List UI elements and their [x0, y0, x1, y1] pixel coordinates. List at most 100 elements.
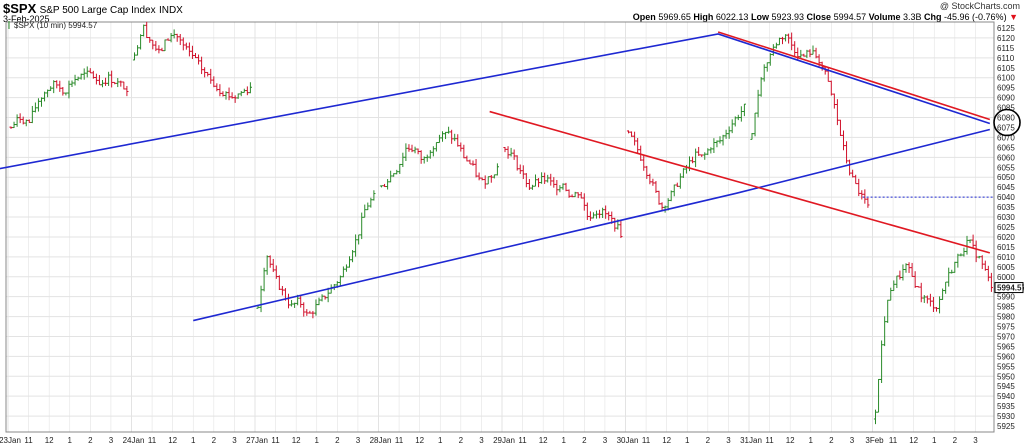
- ohlc-bar: [904, 263, 908, 273]
- ohlc-bar: [642, 155, 646, 171]
- y-axis: 5925593059355940594559505955596059655970…: [997, 24, 1015, 431]
- ohlc-bar: [910, 262, 914, 277]
- ohlc-bar: [172, 29, 176, 39]
- ohlc-bar: [573, 191, 577, 198]
- x-tick-label: 2: [706, 436, 711, 445]
- ohlc-bar: [709, 147, 713, 154]
- ohlc-bar: [142, 24, 146, 37]
- x-tick-label: 3: [850, 436, 855, 445]
- y-tick-label: 6120: [997, 34, 1015, 43]
- y-tick-label: 6055: [997, 163, 1015, 172]
- ohlc-bar: [892, 280, 896, 292]
- channel-upper-line: [0, 33, 991, 170]
- ohlc-bar: [221, 91, 225, 97]
- close-label: Close: [806, 12, 832, 22]
- y-tick-label: 5975: [997, 323, 1015, 332]
- ohlc-bar: [681, 168, 685, 178]
- last-price-marker: 5994.57: [994, 282, 1024, 294]
- ohlc-bar: [552, 177, 556, 188]
- ohlc-bar: [895, 275, 899, 289]
- x-tick-label: 11: [148, 436, 157, 445]
- ohlc-bar: [15, 114, 19, 127]
- ohlc-bar: [245, 86, 249, 96]
- y-tick-label: 6105: [997, 64, 1015, 73]
- ohlc-bar: [480, 177, 484, 181]
- ohlc-bar: [212, 76, 216, 88]
- ohlc-bar: [224, 91, 228, 100]
- ohlc-bar: [907, 262, 911, 273]
- ohlc-bar: [844, 141, 849, 164]
- chart-title: $SPX S&P 500 Large Cap Index INDX: [3, 1, 183, 16]
- ohlc-bar: [727, 126, 731, 139]
- y-tick-label: 5960: [997, 352, 1015, 361]
- ohlc-bar: [959, 253, 963, 257]
- ohlc-bar: [151, 39, 155, 50]
- ohlc-bar: [453, 133, 457, 142]
- x-tick-label: 1: [315, 436, 320, 445]
- ohlc-bar: [293, 302, 297, 308]
- ohlc-bar: [700, 154, 704, 157]
- ohlc-bar: [67, 80, 71, 99]
- ohlc-bar: [570, 194, 574, 198]
- ohlc-bar: [431, 146, 435, 157]
- x-tick-label: 2: [212, 436, 217, 445]
- y-tick-label: 6050: [997, 173, 1015, 182]
- ohlc-bar: [814, 47, 818, 59]
- ohlc-bar: [941, 288, 945, 300]
- x-tick-label: 11: [395, 436, 404, 445]
- ohlc-bar: [579, 191, 583, 199]
- ohlc-bar: [398, 163, 402, 174]
- chg-value: -45.96 (-0.76%): [944, 12, 1007, 22]
- index-name: S&P 500 Large Cap Index: [39, 5, 156, 16]
- ohlc-bar: [613, 217, 617, 232]
- ohlc-bar: [459, 142, 463, 152]
- ohlc-bar: [953, 261, 957, 273]
- ohlc-bar: [934, 307, 939, 312]
- ohlc-bar: [395, 169, 399, 175]
- ohlc-bar: [277, 275, 281, 291]
- ohlc-bar: [230, 92, 234, 99]
- ohlc-bar: [181, 37, 185, 51]
- ohlc-bar: [694, 148, 698, 168]
- y-tick-label: 6125: [997, 24, 1015, 33]
- ohlc-bar: [594, 210, 599, 219]
- ohlc-bar: [898, 270, 902, 280]
- ohlc-bar: [169, 32, 173, 43]
- ohlc-bar: [227, 87, 231, 101]
- ohlc-bar: [474, 159, 478, 178]
- ohlc-bar: [639, 145, 643, 161]
- x-tick-label: 11: [271, 436, 280, 445]
- ohlc-bar: [759, 77, 763, 97]
- x-tick-label: 3: [603, 436, 608, 445]
- x-tick-label: 3: [356, 436, 361, 445]
- ohlc-bar: [236, 93, 240, 99]
- ohlc-bar: [305, 309, 309, 316]
- open-label: Open: [632, 12, 656, 22]
- ohlc-bar: [42, 91, 47, 102]
- x-tick-label: 2: [459, 436, 464, 445]
- ohlc-bar: [799, 49, 803, 59]
- ohlc-bar: [922, 295, 926, 303]
- y-tick-label: 6090: [997, 94, 1015, 103]
- x-axis: 23Jan 11 12 1 2 3 24Jan 11 12 1 2 3 27Jan 11 12 1 2 3 28Ja…: [0, 436, 978, 445]
- x-tick-label: 1: [191, 436, 196, 445]
- y-tick-label: 6080: [997, 114, 1015, 123]
- ohlc-bar: [774, 42, 778, 49]
- ohlc-bar: [601, 207, 605, 219]
- ohlc-bar: [344, 264, 349, 272]
- ohlc-bar: [341, 266, 345, 278]
- x-tick-label: 1: [932, 436, 937, 445]
- ohlc-bar: [113, 81, 117, 85]
- ohlc-bar: [18, 113, 22, 124]
- y-tick-label: 5955: [997, 362, 1015, 371]
- ohlc-bar: [265, 255, 269, 275]
- ohlc-bar: [739, 106, 743, 122]
- ohlc-bar: [425, 154, 429, 162]
- ohlc-bar: [742, 103, 746, 117]
- ohlc-bar: [968, 239, 972, 244]
- ohlc-bar: [437, 134, 442, 144]
- ohlc-bar: [52, 80, 56, 94]
- x-tick-label: 23Jan: [0, 436, 21, 445]
- x-tick-label: 12: [539, 436, 548, 445]
- y-tick-label: 6010: [997, 253, 1015, 262]
